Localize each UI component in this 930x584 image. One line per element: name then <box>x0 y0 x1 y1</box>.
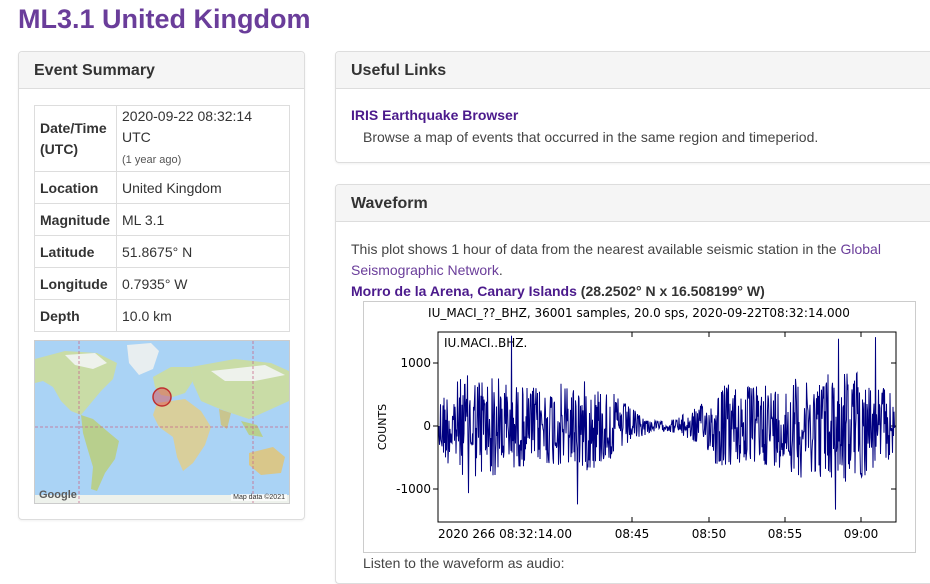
x-tick-0845: 08:45 <box>615 332 650 541</box>
depth-label: Depth <box>34 299 117 332</box>
map-attribution: Map data ©2021 <box>231 494 287 501</box>
event-location-map[interactable]: Google Map data ©2021 <box>34 340 290 504</box>
svg-text:1000: 1000 <box>400 356 431 370</box>
iris-link-description: Browse a map of events that occurred in … <box>363 129 819 145</box>
channel-label: IU.MACI..BHZ. <box>444 336 527 350</box>
latitude-value: 51.8675° N <box>116 235 290 268</box>
event-summary-panel: Event Summary Date/Time (UTC) 2020-09-22… <box>18 51 305 520</box>
datetime-label: Date/Time (UTC) <box>34 105 117 172</box>
datetime-cell: 2020-09-22 08:32:14 UTC (1 year ago) <box>116 105 290 172</box>
table-row: Magnitude ML 3.1 <box>34 203 290 236</box>
waveform-panel: Waveform This plot shows 1 hour of data … <box>335 184 930 584</box>
svg-text:08:50: 08:50 <box>692 527 727 541</box>
table-row: Longitude 0.7935° W <box>34 267 290 300</box>
epicenter-marker-icon <box>152 387 172 407</box>
longitude-value: 0.7935° W <box>116 267 290 300</box>
svg-text:0: 0 <box>423 419 431 433</box>
waveform-svg: IU_MACI_??_BHZ, 36001 samples, 20.0 sps,… <box>376 306 897 541</box>
svg-text:-1000: -1000 <box>396 482 431 496</box>
location-value: United Kingdom <box>116 171 290 204</box>
iris-earthquake-browser-link[interactable]: IRIS Earthquake Browser <box>351 107 519 123</box>
svg-text:08:55: 08:55 <box>768 527 803 541</box>
gsn-link[interactable]: Global Seismographic Network <box>351 241 881 278</box>
waveform-description-text: This plot shows 1 hour of data from the … <box>351 241 841 257</box>
seismic-trace <box>438 335 896 510</box>
station-name-link[interactable]: Morro de la Arena, Canary Islands <box>351 283 577 299</box>
longitude-label: Longitude <box>34 267 117 300</box>
page-title: ML3.1 United Kingdom <box>18 4 311 34</box>
y-tick-1000: 1000 <box>400 356 896 370</box>
station-info: Morro de la Arena, Canary Islands (28.25… <box>351 283 765 299</box>
plot-frame <box>437 331 897 523</box>
plot-header: IU_MACI_??_BHZ, 36001 samples, 20.0 sps,… <box>428 306 850 320</box>
svg-text:08:45: 08:45 <box>615 527 650 541</box>
event-summary-table: Date/Time (UTC) 2020-09-22 08:32:14 UTC … <box>34 105 290 332</box>
svg-text:2020 266 08:32:14.00: 2020 266 08:32:14.00 <box>438 527 572 541</box>
magnitude-value: ML 3.1 <box>116 203 290 236</box>
y-axis-label: COUNTS <box>376 404 389 450</box>
x-tick-0855: 08:55 <box>768 332 803 541</box>
x-tick-0900: 09:00 <box>844 332 879 541</box>
x-tick-start: 2020 266 08:32:14.00 <box>437 517 572 541</box>
table-row: Latitude 51.8675° N <box>34 235 290 268</box>
waveform-heading: Waveform <box>336 185 930 222</box>
table-row: Date/Time (UTC) 2020-09-22 08:32:14 UTC … <box>34 105 290 172</box>
x-tick-0850: 08:50 <box>692 332 727 541</box>
relative-time: (1 year ago) <box>122 154 182 166</box>
station-coordinates: (28.2502° N x 16.508199° W) <box>580 283 765 299</box>
useful-links-panel: Useful Links IRIS Earthquake Browser Bro… <box>335 51 930 163</box>
y-tick-minus-1000: -1000 <box>396 482 896 496</box>
datetime-value: 2020-09-22 08:32:14 UTC <box>122 108 252 145</box>
waveform-description: This plot shows 1 hour of data from the … <box>351 239 911 281</box>
svg-text:09:00: 09:00 <box>844 527 879 541</box>
table-row: Depth 10.0 km <box>34 299 290 332</box>
audio-prompt: Listen to the waveform as audio: <box>363 555 565 571</box>
table-row: Location United Kingdom <box>34 171 290 204</box>
useful-links-heading: Useful Links <box>336 52 930 89</box>
waveform-plot: IU_MACI_??_BHZ, 36001 samples, 20.0 sps,… <box>363 301 916 553</box>
latitude-label: Latitude <box>34 235 117 268</box>
location-label: Location <box>34 171 117 204</box>
depth-value: 10.0 km <box>116 299 290 332</box>
waveform-description-end: . <box>498 262 503 278</box>
event-summary-heading: Event Summary <box>19 52 304 89</box>
world-map-graphic <box>35 341 289 503</box>
magnitude-label: Magnitude <box>34 203 117 236</box>
google-logo: Google <box>39 489 77 501</box>
